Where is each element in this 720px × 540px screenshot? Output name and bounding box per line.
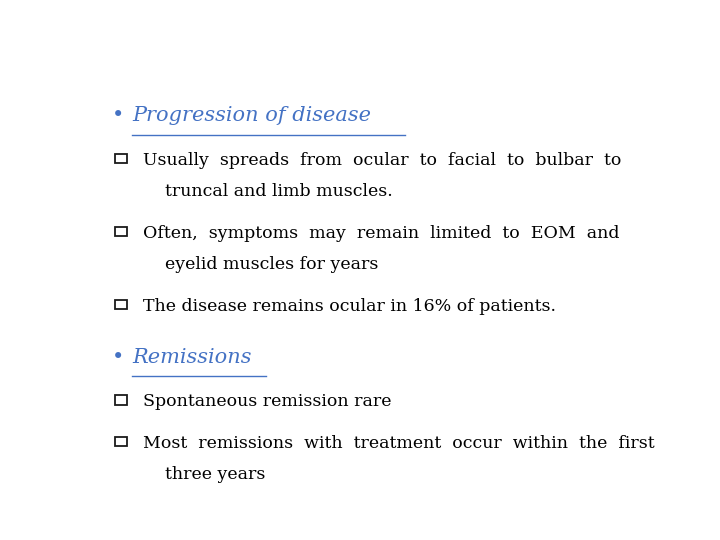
Text: Often,  symptoms  may  remain  limited  to  EOM  and: Often, symptoms may remain limited to EO… [143, 225, 619, 242]
Text: Spontaneous remission rare: Spontaneous remission rare [143, 393, 392, 410]
Text: Most  remissions  with  treatment  occur  within  the  first: Most remissions with treatment occur wit… [143, 435, 654, 452]
FancyBboxPatch shape [115, 395, 127, 404]
Text: Usually  spreads  from  ocular  to  facial  to  bulbar  to: Usually spreads from ocular to facial to… [143, 152, 621, 169]
Text: Remissions: Remissions [132, 348, 251, 367]
FancyBboxPatch shape [115, 154, 127, 163]
Text: three years: three years [143, 466, 266, 483]
Text: The disease remains ocular in 16% of patients.: The disease remains ocular in 16% of pat… [143, 298, 556, 315]
Text: Progression of disease: Progression of disease [132, 106, 371, 125]
FancyBboxPatch shape [115, 300, 127, 309]
Text: •: • [112, 348, 125, 367]
Text: eyelid muscles for years: eyelid muscles for years [143, 256, 379, 273]
FancyBboxPatch shape [115, 437, 127, 446]
Text: •: • [112, 106, 125, 125]
Text: truncal and limb muscles.: truncal and limb muscles. [143, 183, 393, 200]
FancyBboxPatch shape [115, 227, 127, 236]
